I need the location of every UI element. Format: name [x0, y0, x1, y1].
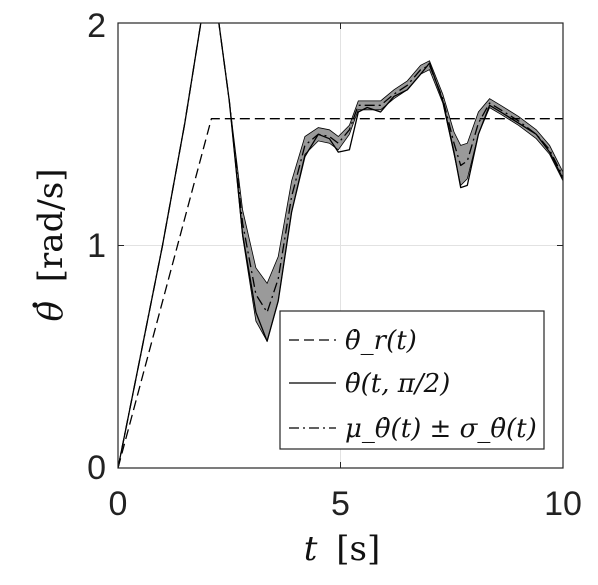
- series-mean-line: [118, 23, 563, 468]
- series-layer: [118, 23, 563, 468]
- x-axis-unit: [s]: [336, 529, 380, 569]
- series-reference-line: [118, 118, 563, 468]
- svg-text:θ [rad/s]: θ [rad/s]: [31, 168, 71, 321]
- x-tick-label-10: 10: [544, 485, 582, 523]
- ticks: [117, 22, 564, 469]
- svg-text:t [s]: t [s]: [304, 529, 380, 569]
- y-tick-label-0: 0: [87, 449, 106, 487]
- legend-box: [279, 310, 545, 450]
- y-axis-variable: θ: [31, 301, 71, 321]
- x-tick-label-0: 0: [109, 485, 128, 523]
- y-axis-dot-accent: [32, 302, 38, 308]
- y-tick-label-1: 1: [87, 227, 106, 265]
- y-tick-label-2: 2: [87, 7, 106, 45]
- legend-label-actual: θ̇(t, π/2): [345, 369, 450, 399]
- legend-label-reference: θ̇_r(t): [345, 326, 417, 356]
- y-axis-label: θ [rad/s]: [31, 168, 71, 321]
- x-axis-variable: t: [304, 529, 318, 569]
- legend: θ̇_r(t) θ̇(t, π/2) μ_θ̇(t) ± σ_θ̇(t): [279, 310, 545, 450]
- x-tick-label-5: 5: [331, 485, 350, 523]
- x-axis-label: t [s]: [304, 529, 380, 569]
- legend-label-mean-std: μ_θ̇(t) ± σ_θ̇(t): [345, 414, 537, 444]
- y-axis-unit: [rad/s]: [31, 168, 71, 282]
